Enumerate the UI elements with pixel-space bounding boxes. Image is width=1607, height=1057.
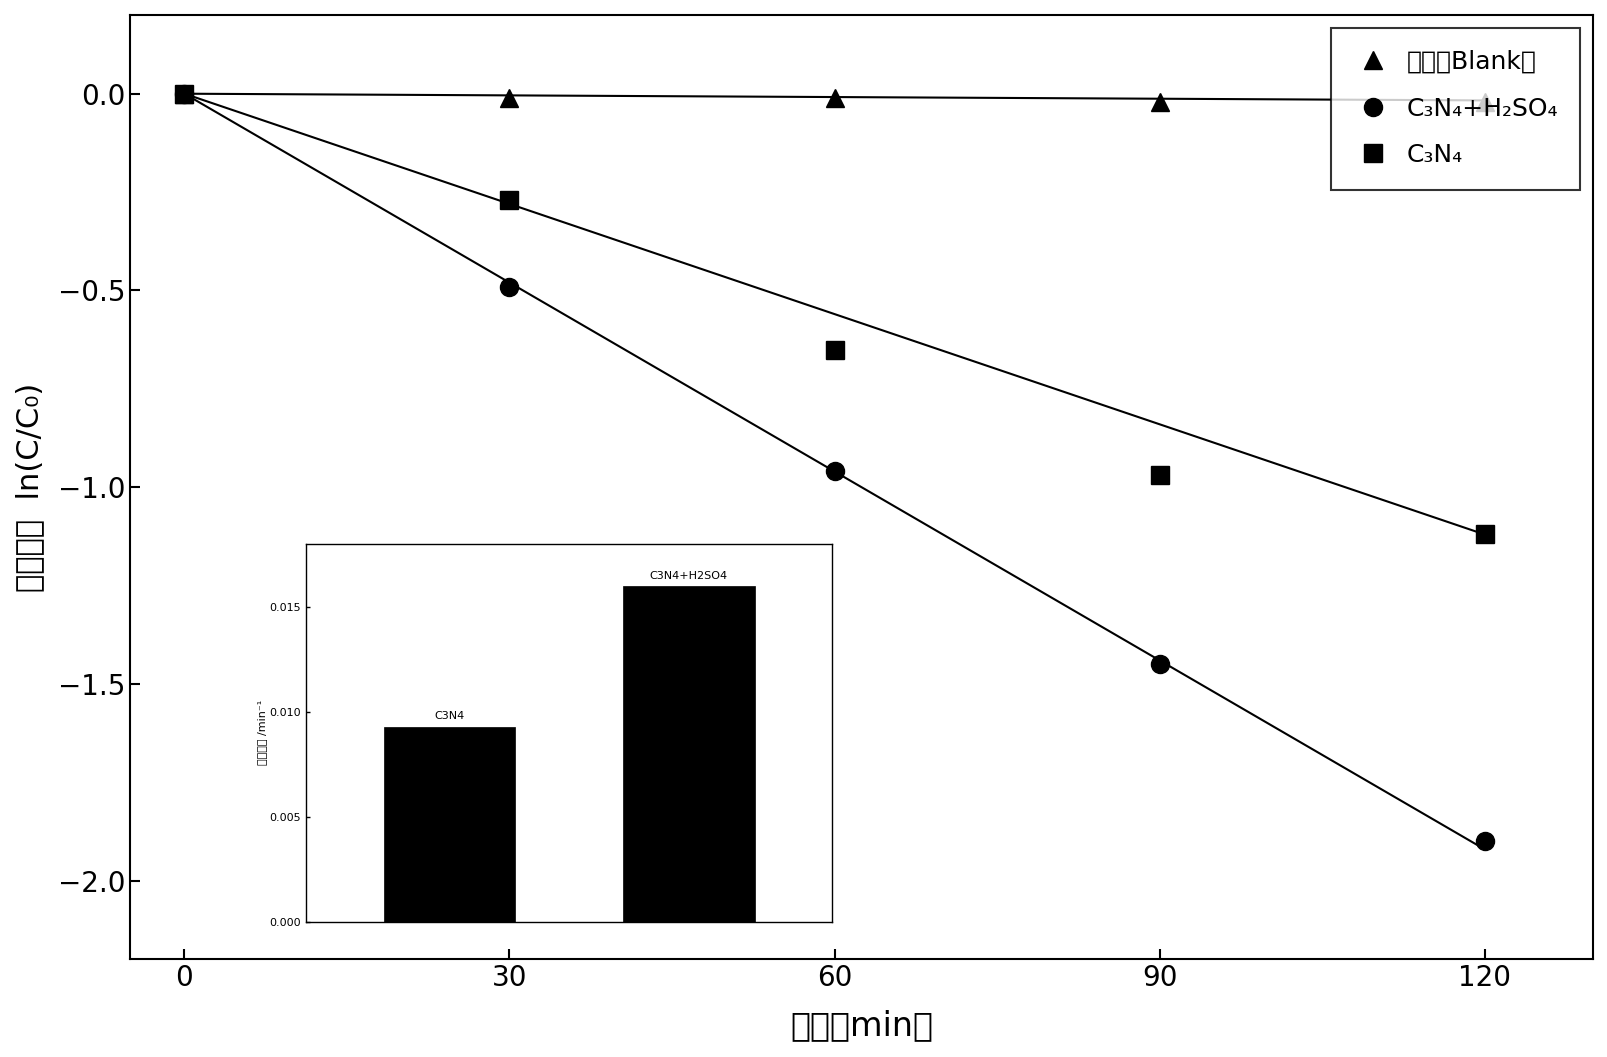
C₃N₄+H₂SO₄ [1149, 659, 1168, 671]
C₃N₄ [1149, 469, 1168, 482]
C₃N₄ [1474, 528, 1493, 541]
C₃N₄+H₂SO₄ [1474, 835, 1493, 848]
X-axis label: 时间（min）: 时间（min） [789, 1009, 932, 1042]
C₃N₄+H₂SO₄ [824, 465, 844, 478]
C₃N₄ [175, 88, 194, 100]
Line: C₃N₄+H₂SO₄: C₃N₄+H₂SO₄ [175, 85, 1493, 851]
Legend: 空白（Blank）, C₃N₄+H₂SO₄, C₃N₄: 空白（Blank）, C₃N₄+H₂SO₄, C₃N₄ [1331, 27, 1580, 189]
C₃N₄+H₂SO₄ [175, 88, 194, 100]
空白（Blank） [1474, 95, 1493, 108]
空白（Blank） [500, 91, 519, 104]
C₃N₄ [500, 193, 519, 206]
C₃N₄ [824, 344, 844, 356]
空白（Blank） [824, 91, 844, 104]
空白（Blank） [1149, 95, 1168, 108]
Line: 空白（Blank）: 空白（Blank） [175, 85, 1493, 111]
Y-axis label: 降解速率  ln(C/C₀): 降解速率 ln(C/C₀) [14, 383, 43, 592]
Line: C₃N₄: C₃N₄ [175, 85, 1493, 543]
空白（Blank） [175, 88, 194, 100]
C₃N₄+H₂SO₄ [500, 280, 519, 293]
